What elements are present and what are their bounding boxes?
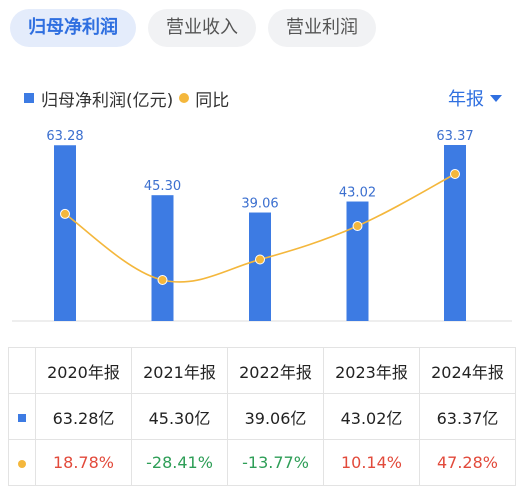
bar-value-label: 45.30 [144, 179, 181, 194]
tab-net-profit[interactable]: 归母净利润 [10, 9, 136, 47]
bar [54, 145, 76, 321]
bar-value-label: 43.02 [339, 186, 376, 201]
table-row-icon-cell [8, 439, 36, 486]
bar [346, 201, 369, 321]
line-legend-icon [179, 93, 190, 103]
table-header-cell: 2024年报 [419, 347, 516, 394]
table-yoy-cell: 18.78% [35, 439, 132, 486]
line-series-icon [18, 460, 26, 468]
table-yoy-cell: 10.14% [323, 439, 420, 486]
table-row-value: 63.28亿 45.30亿 39.06亿 43.02亿 63.37亿 [8, 393, 516, 440]
table-yoy-cell: -13.77% [227, 439, 324, 486]
table-row-yoy: 18.78% -28.41% -13.77% 10.14% 47.28% [8, 439, 516, 486]
bar [249, 212, 271, 321]
line-legend-label: 同比 [195, 90, 230, 111]
yoy-point [352, 221, 363, 232]
bar-legend-icon [24, 93, 34, 103]
period-selector[interactable]: 年报 [448, 85, 502, 111]
chart-legend: 归母净利润(亿元) 同比 [24, 86, 230, 111]
bar-legend-label: 归母净利润(亿元) [41, 90, 174, 111]
yoy-point [450, 169, 460, 179]
table-value-cell: 63.28亿 [35, 393, 132, 440]
yoy-point [60, 208, 70, 219]
bar-series-icon [18, 414, 26, 422]
table-header-row: 2020年报 2021年报 2022年报 2023年报 2024年报 [8, 347, 516, 394]
tab-operating-profit[interactable]: 营业利润 [268, 9, 376, 47]
yoy-point [255, 254, 265, 265]
metric-tabs: 归母净利润 营业收入 营业利润 [10, 9, 376, 49]
tab-revenue[interactable]: 营业收入 [148, 9, 256, 47]
table-value-cell: 45.30亿 [131, 393, 228, 440]
bar-value-label: 63.28 [46, 129, 83, 144]
bar-value-label: 39.06 [241, 197, 278, 212]
table-value-cell: 43.02亿 [323, 393, 420, 440]
period-selector-label: 年报 [448, 89, 484, 110]
data-table: 2020年报 2021年报 2022年报 2023年报 2024年报 63.28… [8, 347, 516, 486]
table-header-cell: 2021年报 [131, 347, 228, 394]
table-yoy-cell: -28.41% [131, 439, 228, 486]
table-header-cell: 2022年报 [227, 347, 324, 394]
bar [151, 195, 174, 321]
table-value-cell: 39.06亿 [227, 393, 324, 440]
table-yoy-cell: 47.28% [419, 439, 516, 486]
table-header-cell: 2020年报 [35, 347, 132, 394]
table-corner-cell [8, 347, 36, 394]
bar-value-label: 63.37 [436, 129, 473, 144]
profit-chart: 63.28 45.30 39.06 43.02 63.37 [12, 129, 512, 322]
table-header-cell: 2023年报 [323, 347, 420, 394]
bar [444, 145, 466, 321]
table-row-icon-cell [8, 393, 36, 440]
table-value-cell: 63.37亿 [419, 393, 516, 440]
chevron-down-icon [490, 94, 502, 102]
yoy-point [157, 275, 168, 285]
